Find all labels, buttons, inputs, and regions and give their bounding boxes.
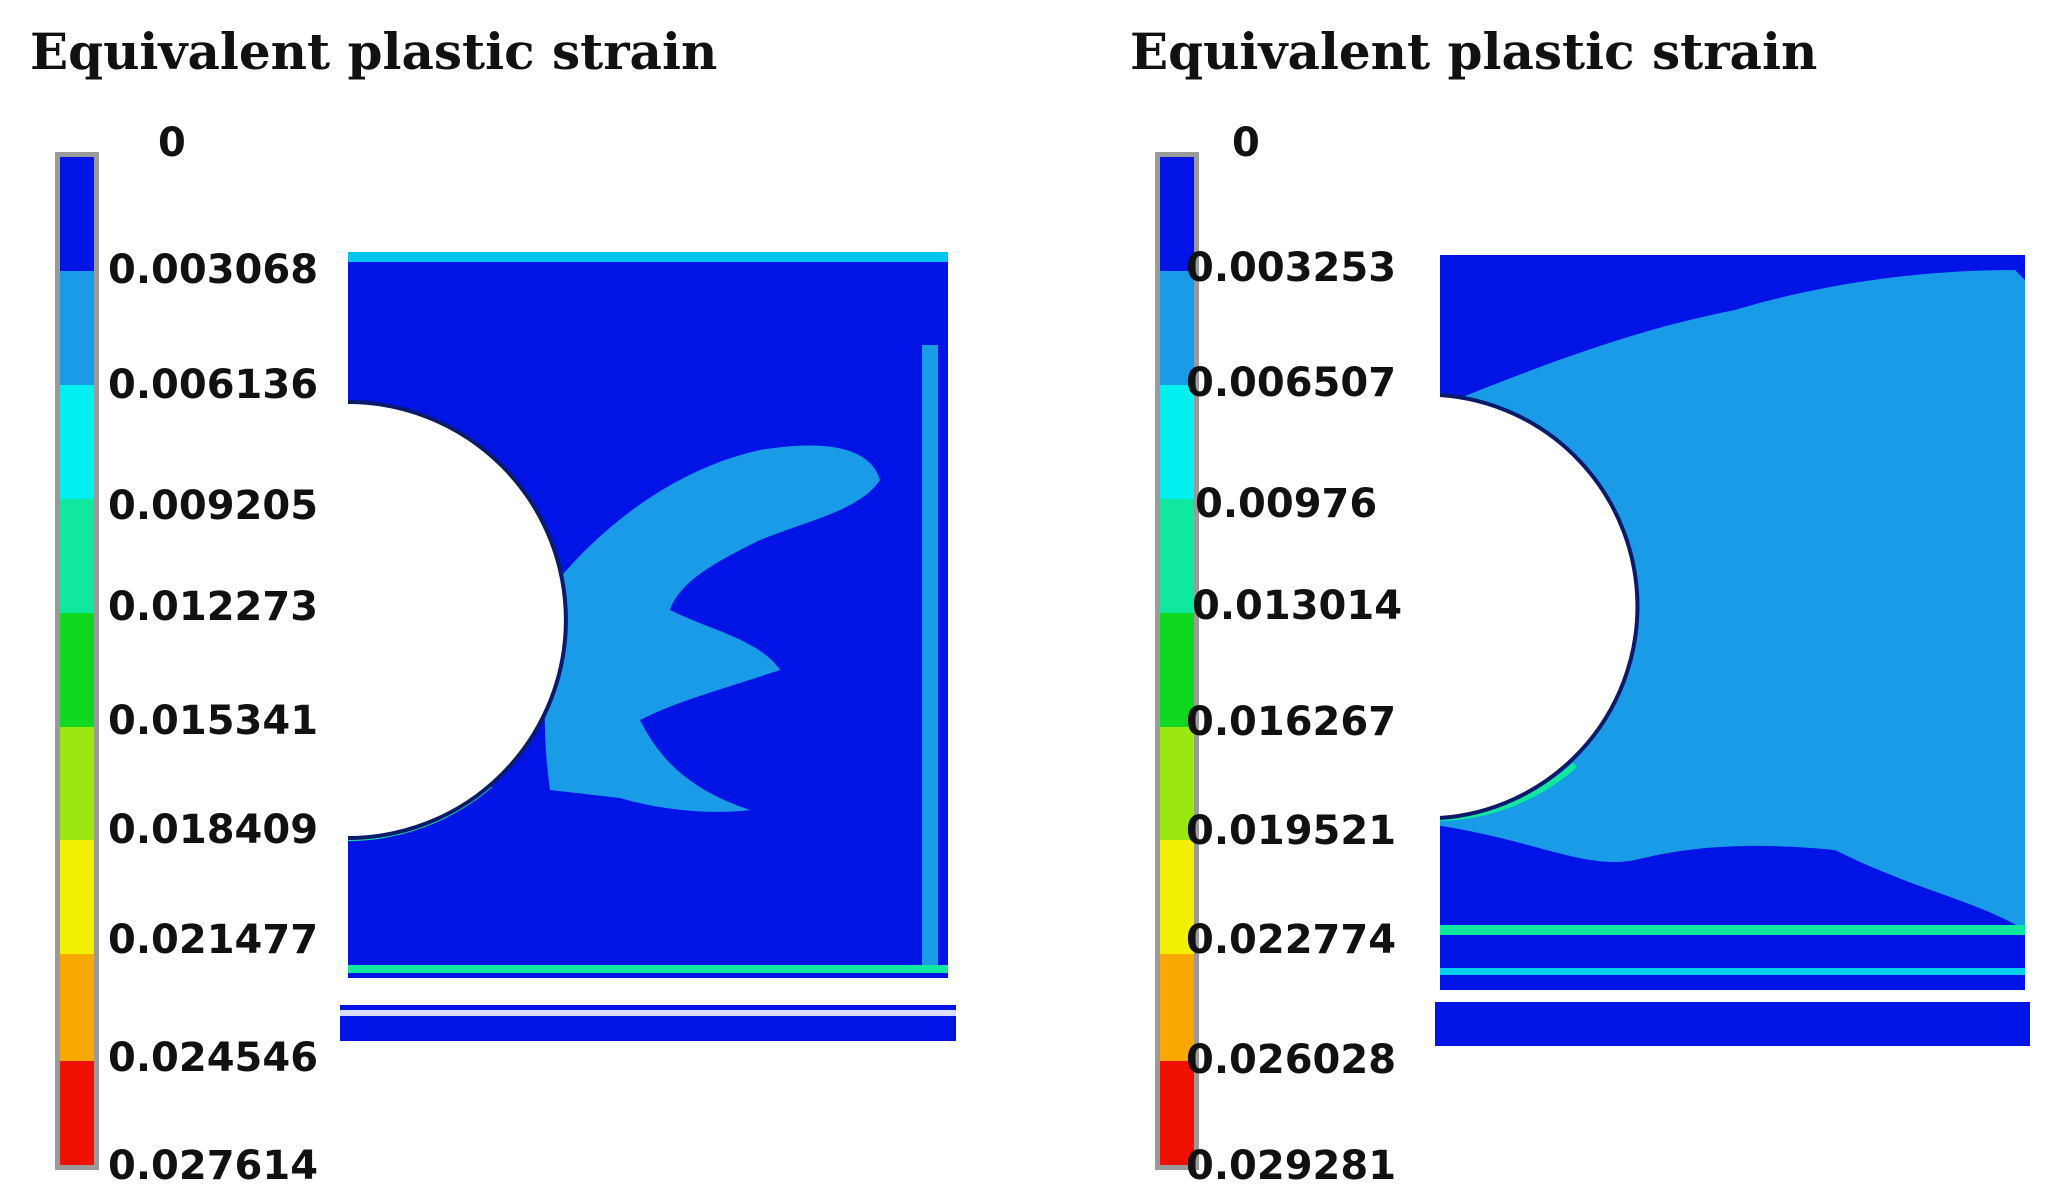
right-colorbar-band-6: [1160, 726, 1194, 841]
left-legend-label-5: 0.015341: [108, 698, 319, 744]
left-colorbar-band-2: [60, 270, 94, 385]
left-colorbar-band-7: [60, 840, 94, 955]
left-strain-contour-plot: [340, 252, 956, 1041]
right-colorbar-band-9: [1160, 1061, 1194, 1165]
right-legend-label-5: 0.016267: [1186, 699, 1397, 745]
left-legend-label-6: 0.018409: [108, 807, 319, 853]
left-legend-label-7: 0.021477: [108, 917, 319, 963]
right-legend-label-1: 0.003253: [1186, 245, 1397, 291]
left-strain-panel: Equivalent plastic strain 0 0.003068 0.0…: [30, 22, 956, 1189]
right-legend-label-3: 0.00976: [1195, 481, 1378, 527]
left-legend-label-1: 0.003068: [108, 247, 319, 293]
left-panel-title: Equivalent plastic strain: [30, 22, 718, 81]
right-bottom-strip: [1435, 1002, 2030, 1046]
right-colorbar-band-3: [1160, 384, 1194, 499]
right-colorbar-band-5: [1160, 612, 1194, 727]
right-legend-label-7: 0.022774: [1186, 917, 1397, 963]
right-colorbar-band-7: [1160, 840, 1194, 955]
right-panel-title: Equivalent plastic strain: [1130, 22, 1818, 81]
right-legend-label-2: 0.006507: [1186, 360, 1397, 406]
right-colorbar: [1155, 152, 1199, 1170]
right-legend-label-0: 0: [1232, 120, 1260, 166]
left-legend-label-9: 0.027614: [108, 1143, 319, 1189]
right-mid-strain-region: [1440, 270, 2025, 930]
right-strain-panel: Equivalent plastic strain 0 0.003253 0.0…: [1100, 0, 2052, 1203]
left-colorbar-band-6: [60, 726, 94, 841]
right-colorbar-band-8: [1160, 954, 1194, 1062]
left-bottom-strain-line: [348, 965, 948, 973]
left-colorbar-band-4: [60, 498, 94, 613]
left-colorbar-band-3: [60, 384, 94, 499]
left-top-edge-strip: [348, 252, 948, 262]
left-colorbar-band-1: [60, 157, 94, 271]
left-colorbar-band-8: [60, 954, 94, 1062]
right-colorbar-band-4: [1160, 498, 1194, 613]
right-lower-strain-line: [1440, 925, 2025, 935]
left-legend-label-2: 0.006136: [108, 362, 319, 408]
left-legend-label-4: 0.012273: [108, 584, 319, 630]
left-colorbar: [55, 152, 99, 1170]
right-legend-label-6: 0.019521: [1186, 808, 1397, 854]
right-strain-contour-plot: [1435, 255, 2030, 1046]
left-right-edge-streak: [922, 345, 938, 965]
right-lower-strain-line-2: [1440, 968, 2025, 975]
left-legend-label-8: 0.024546: [108, 1035, 319, 1081]
right-legend-label-4: 0.013014: [1192, 583, 1403, 629]
right-legend-label-8: 0.026028: [1186, 1037, 1397, 1083]
right-legend-label-9: 0.029281: [1186, 1143, 1397, 1189]
right-colorbar-band-1: [1160, 157, 1194, 271]
right-colorbar-band-2: [1160, 270, 1194, 385]
left-shear-band-region: [544, 445, 880, 812]
left-colorbar-band-9: [60, 1061, 94, 1165]
left-legend-label-0: 0: [158, 120, 186, 166]
left-legend-label-3: 0.009205: [108, 483, 319, 529]
left-colorbar-band-5: [60, 612, 94, 727]
